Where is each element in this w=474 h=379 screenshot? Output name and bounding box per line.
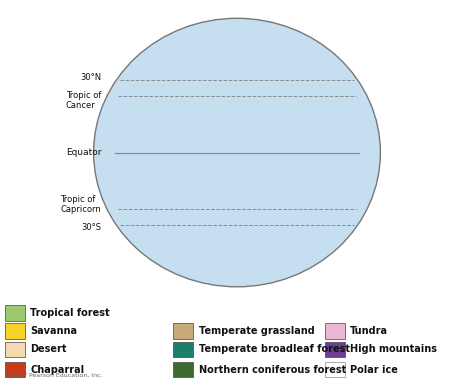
Bar: [5, 305, 25, 321]
Text: Temperate broadleaf forest: Temperate broadleaf forest: [199, 345, 350, 354]
Bar: [5, 362, 25, 377]
Text: Desert: Desert: [30, 345, 67, 354]
Text: Chaparral: Chaparral: [30, 365, 84, 375]
Bar: [5, 323, 25, 338]
Bar: [325, 342, 345, 357]
Text: Tropic of
Capricorn: Tropic of Capricorn: [61, 195, 101, 214]
Text: Tropical forest: Tropical forest: [30, 308, 110, 318]
Text: Polar ice: Polar ice: [350, 365, 398, 375]
Bar: [173, 362, 193, 377]
Bar: [173, 342, 193, 357]
Text: Equator: Equator: [66, 148, 101, 157]
Text: 30°N: 30°N: [80, 73, 101, 82]
Text: ©2017 Pearson Education, Inc.: ©2017 Pearson Education, Inc.: [5, 373, 102, 378]
Bar: [5, 342, 25, 357]
Ellipse shape: [93, 18, 381, 287]
Bar: [173, 323, 193, 338]
Text: Temperate grassland: Temperate grassland: [199, 326, 314, 336]
Text: Tundra: Tundra: [350, 326, 388, 336]
Bar: [325, 323, 345, 338]
Text: 30°S: 30°S: [81, 223, 101, 232]
Text: High mountains: High mountains: [350, 345, 438, 354]
Text: Savanna: Savanna: [30, 326, 77, 336]
Text: Tropic of
Cancer: Tropic of Cancer: [66, 91, 101, 110]
Text: Northern coniferous forest: Northern coniferous forest: [199, 365, 346, 375]
Bar: [325, 362, 345, 377]
